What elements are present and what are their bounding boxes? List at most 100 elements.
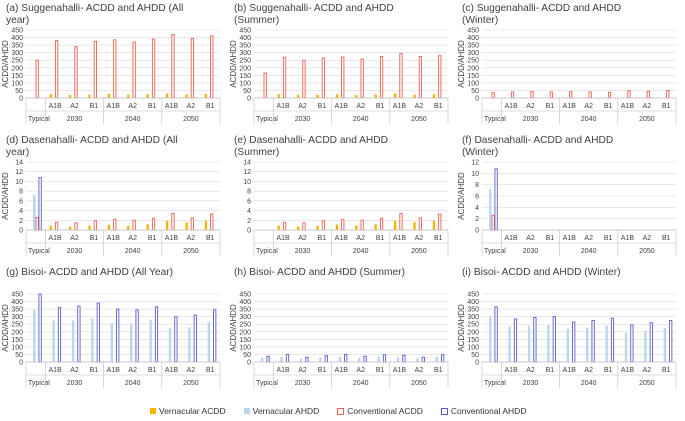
bar-co-hdd-8 (174, 316, 178, 363)
y-axis-label: ACDD/AHDD (457, 304, 466, 352)
y-tick-label: 450 (239, 28, 251, 35)
legend-item-vernacular-ahdd: Vernacular AHDD (243, 406, 319, 416)
y-tick-label: 350 (11, 43, 23, 50)
chart-title-line: (a) Suggenahalli- ACDD and AHDD (All (6, 3, 183, 14)
bar-co-cdd-2 (282, 56, 287, 99)
y-tick-label: 200 (239, 329, 251, 336)
x-tick-label: B1 (604, 367, 613, 374)
x-group-label: 2030 (523, 248, 539, 255)
bar-va-cdd-2 (49, 94, 52, 98)
x-tick-label: A2 (298, 367, 307, 374)
x-tick-label: A1B (335, 235, 349, 242)
bar-va-cdd-9 (413, 222, 416, 230)
bar-va-cdd-8 (393, 220, 397, 230)
bar-va-hdd-1 (33, 309, 36, 362)
bar-co-cdd-5 (113, 39, 117, 99)
x-group-label: 2040 (581, 380, 597, 387)
x-tick-label: B1 (604, 235, 613, 242)
y-tick-label: 400 (11, 35, 23, 42)
bar-co-cdd-6 (360, 219, 364, 231)
bar-va-hdd-6 (586, 328, 589, 362)
x-tick-label: B1 (206, 235, 215, 242)
bar-va-hdd-2 (52, 320, 55, 362)
x-tick-label: B1 (546, 235, 555, 242)
bar-co-cdd-3 (74, 222, 78, 231)
bar-va-hdd-7 (149, 319, 152, 362)
chart-panel-3: (c) Suggenahalli- ACDD and AHDD (Winter) 0… (457, 3, 677, 124)
bar-co-cdd-9 (190, 217, 194, 231)
x-tick-label: A1B (393, 367, 407, 374)
bar-va-hdd-1 (489, 316, 492, 362)
x-tick-label: A1B (335, 367, 349, 374)
x-group-label: 2040 (353, 248, 369, 255)
x-tick-label: B1 (206, 367, 215, 374)
x-tick-label: B1 (318, 235, 327, 242)
y-tick-label: 150 (467, 73, 479, 80)
x-group-label: 2030 (67, 380, 83, 387)
x-group-label: 2050 (411, 248, 427, 255)
bar-va-cdd-4 (316, 225, 319, 230)
x-group-label: 2050 (411, 380, 427, 387)
bar-va-cdd-5 (107, 224, 111, 230)
x-group-label: 2030 (295, 380, 311, 387)
y-tick-label: 250 (11, 58, 23, 65)
y-tick-label: 300 (11, 314, 23, 321)
bar-va-cdd-6 (127, 225, 130, 230)
bar-va-hdd-9 (644, 331, 647, 362)
bar-co-cdd-9 (418, 55, 422, 99)
bar-co-hdd-9 (421, 356, 425, 363)
bar-co-cdd-4 (321, 220, 325, 231)
bar-co-hdd-10 (213, 309, 217, 363)
y-tick-label: 200 (11, 329, 23, 336)
bar-va-cdd-4 (88, 94, 91, 98)
bar-va-hdd-5 (338, 356, 341, 362)
y-tick-label: 200 (467, 329, 479, 336)
x-tick-label: A1B (276, 103, 290, 110)
bar-co-hdd-4 (324, 355, 328, 363)
bar-co-cdd-1 (35, 216, 39, 231)
bar-co-cdd-8 (171, 34, 175, 99)
y-tick-label: 0 (247, 228, 251, 235)
x-tick-label: B1 (434, 367, 443, 374)
y-tick-label: 200 (11, 65, 23, 72)
bar-va-cdd-7 (374, 224, 377, 230)
bar-co-hdd-1 (494, 168, 498, 231)
bar-co-cdd-10 (438, 213, 442, 231)
y-tick-label: 12 (15, 169, 23, 176)
bar-co-hdd-2 (285, 353, 290, 363)
bar-va-cdd-3 (296, 94, 300, 98)
y-tick-label: 250 (239, 322, 251, 329)
x-tick-label: A2 (298, 103, 307, 110)
legend-label-conventional-ahdd: Conventional AHDD (450, 406, 527, 416)
bar-co-hdd-1 (494, 306, 498, 363)
bar-va-cdd-3 (68, 226, 72, 230)
y-tick-label: 450 (239, 292, 251, 299)
y-tick-label: 300 (467, 50, 479, 57)
x-tick-label: A2 (643, 103, 652, 110)
x-tick-label: B1 (148, 235, 157, 242)
x-tick-label: A2 (187, 235, 196, 242)
y-tick-label: 100 (239, 344, 251, 351)
bar-va-cdd-6 (355, 94, 358, 98)
x-tick-label: A1B (563, 103, 577, 110)
y-axis-label: ACDD/AHDD (229, 40, 238, 88)
y-tick-label: 0 (19, 96, 23, 103)
x-group-label: 2040 (125, 380, 141, 387)
x-group-label: 2050 (639, 248, 655, 255)
bar-co-cdd-8 (627, 90, 631, 99)
x-tick-label: A1B (563, 235, 577, 242)
y-tick-label: 12 (243, 169, 251, 176)
chart-title-line: (Summer) (234, 147, 279, 158)
bar-va-hdd-10 (207, 321, 210, 362)
bar-co-hdd-1 (38, 177, 42, 231)
x-tick-label: A1B (48, 103, 62, 110)
bar-co-cdd-4 (321, 57, 325, 99)
y-tick-label: 100 (11, 80, 23, 87)
y-tick-label: 100 (239, 80, 251, 87)
bar-va-hdd-8 (168, 328, 172, 362)
x-tick-label: B1 (90, 235, 99, 242)
chart-title: (c) Suggenahalli- ACDD and AHDD (Winter) (462, 3, 621, 26)
y-tick-label: 0 (247, 360, 251, 367)
bar-va-cdd-2 (277, 225, 280, 230)
